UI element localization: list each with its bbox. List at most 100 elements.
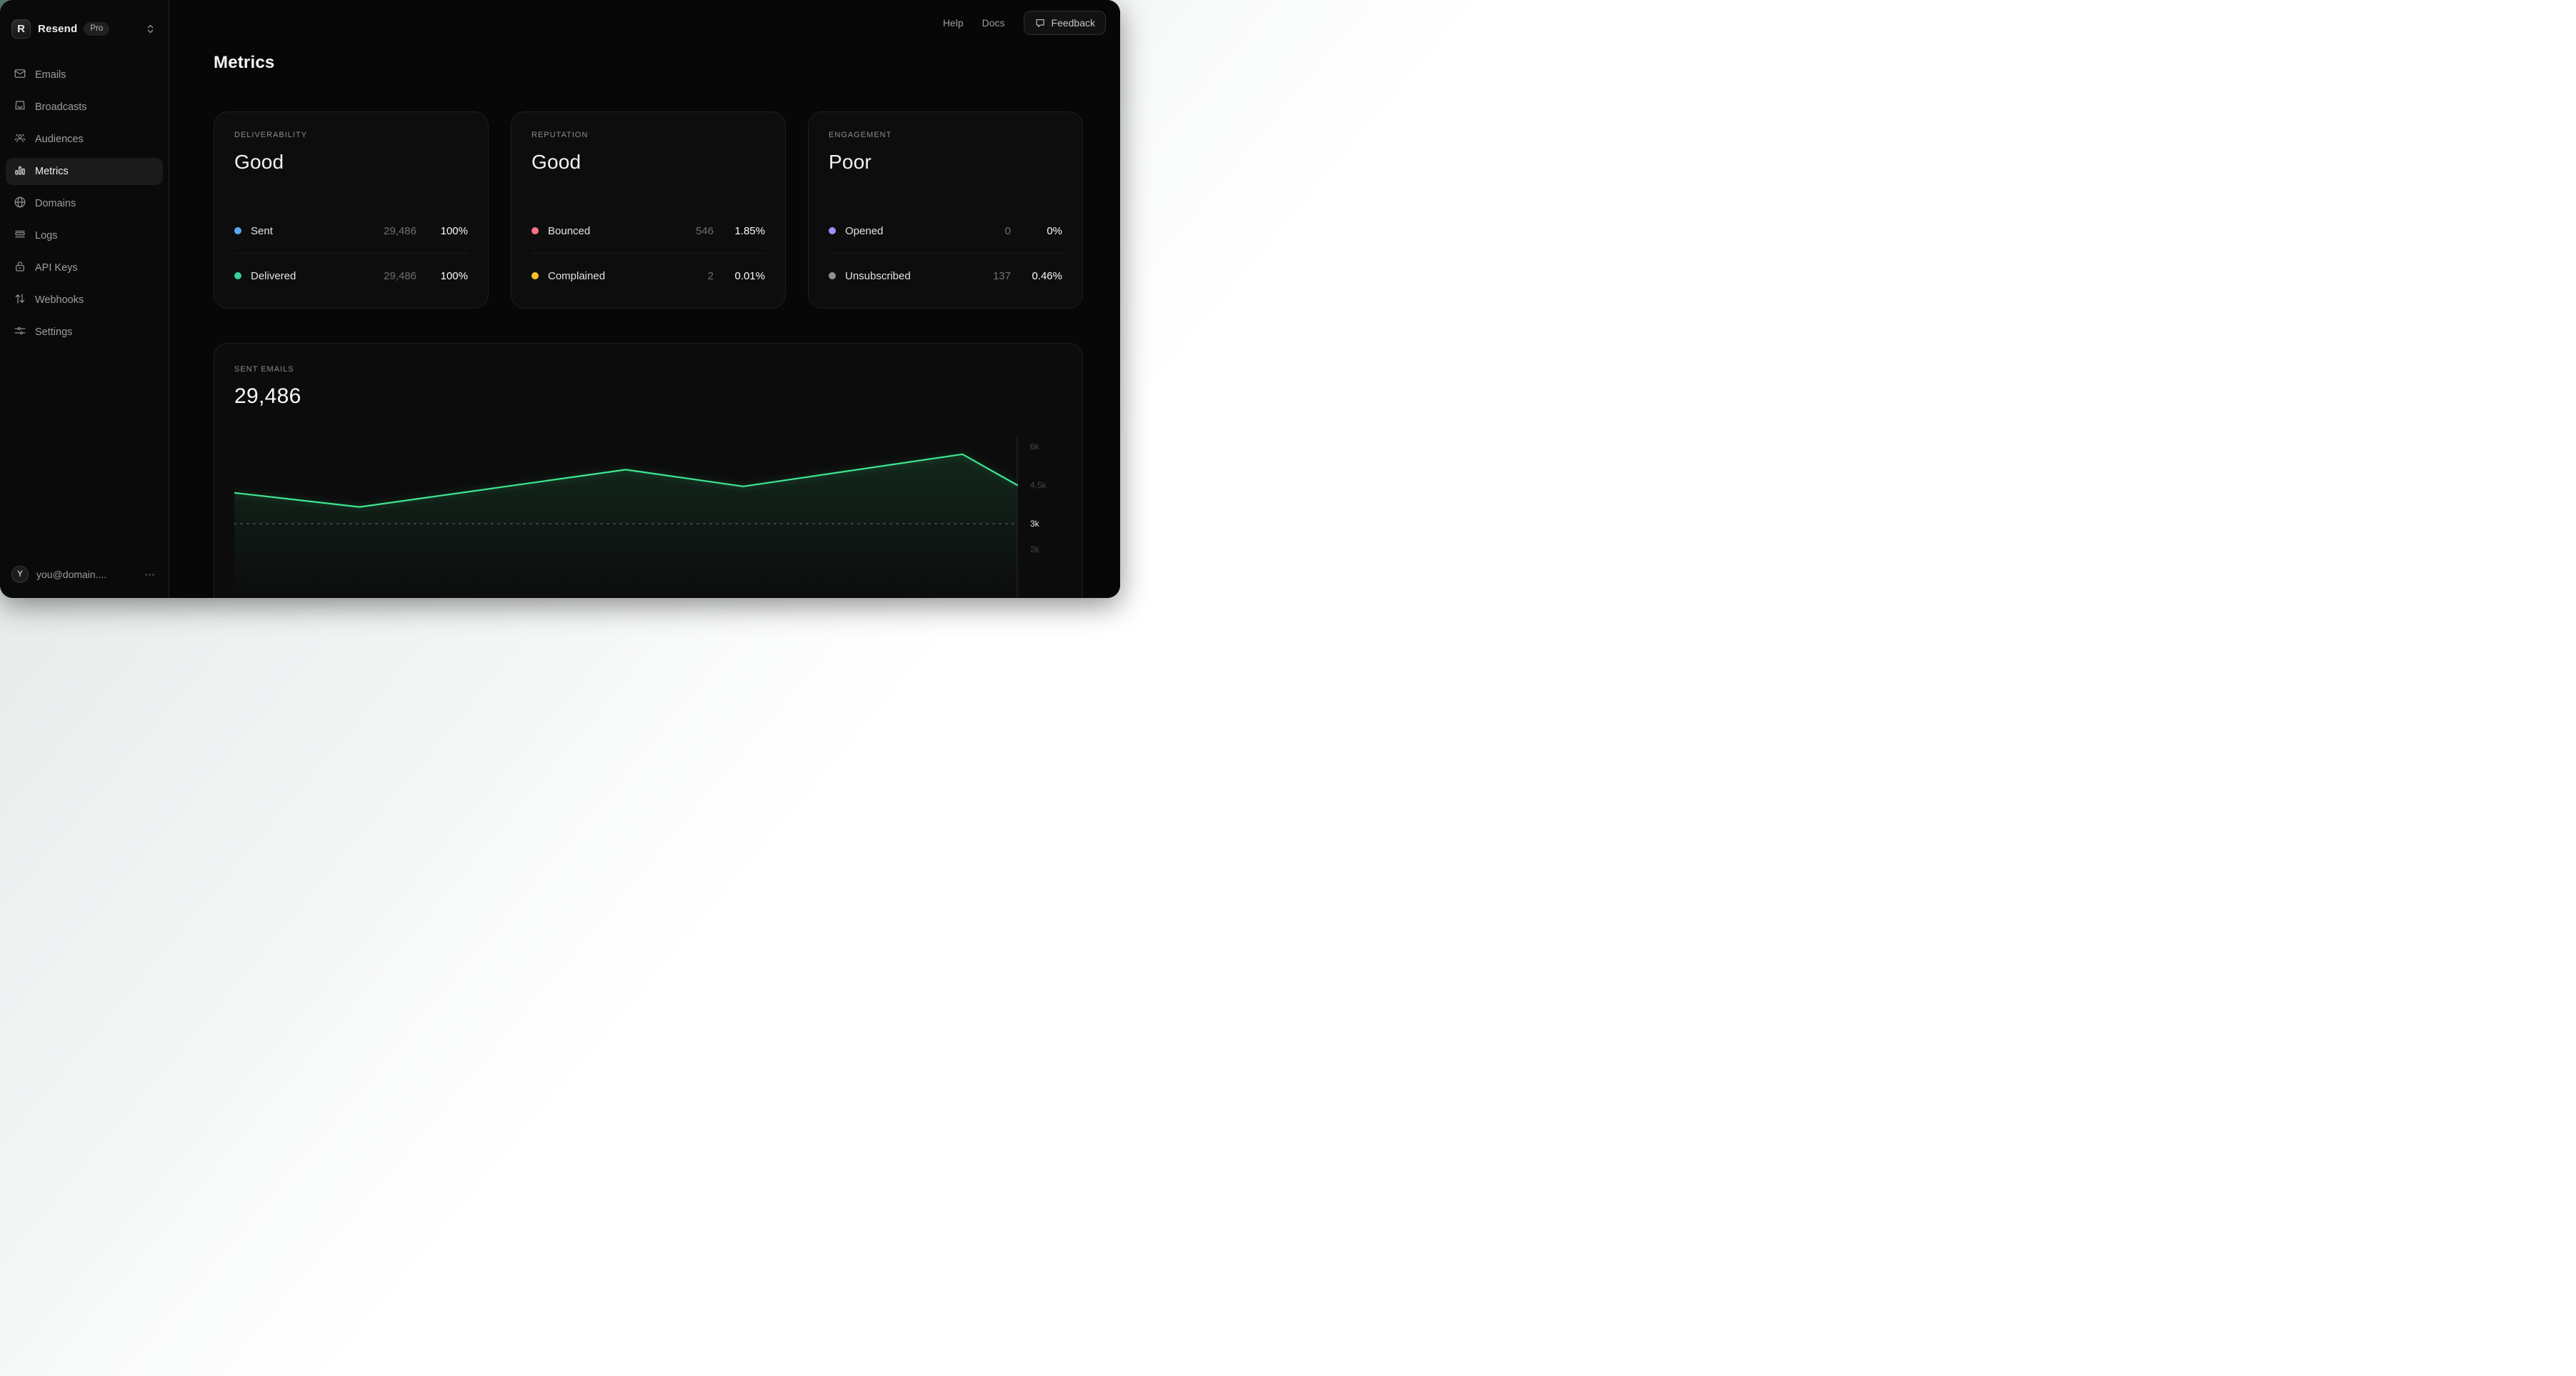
stat-label: Complained: [548, 269, 606, 282]
sidebar-item-api-keys[interactable]: API Keys: [6, 254, 163, 281]
y-axis-tick: 4,5k: [1030, 480, 1047, 490]
legend-dot: [234, 272, 241, 279]
page-title: Metrics: [214, 53, 275, 72]
stat-percentage: 100%: [440, 269, 468, 282]
sidebar-item-logs[interactable]: Logs: [6, 222, 163, 249]
chart-y-axis: 6k 4,5k 3k 2k: [1030, 433, 1080, 598]
deliverability-card: DELIVERABILITY Good Sent 29,486 100% Del…: [214, 111, 489, 309]
sidebar: R Resend Pro Emails Broadcasts Audiences: [0, 0, 169, 598]
stat-percentage: 1.85%: [734, 224, 765, 237]
engagement-card: ENGAGEMENT Poor Opened 0 0% Unsubscribed…: [808, 111, 1083, 309]
stat-row-bounced: Bounced 546 1.85%: [511, 209, 785, 253]
sidebar-item-label: Emails: [35, 69, 66, 81]
stat-label: Opened: [845, 224, 884, 237]
stat-count: 0: [1004, 224, 1011, 237]
sidebar-item-label: Logs: [35, 230, 58, 241]
divider: [531, 253, 765, 254]
feedback-button[interactable]: Feedback: [1023, 11, 1106, 35]
stat-percentage: 0.46%: [1032, 269, 1062, 282]
user-email: you@domain....: [36, 569, 107, 580]
workspace-switcher[interactable]: R Resend Pro: [11, 11, 160, 46]
sidebar-item-audiences[interactable]: Audiences: [6, 126, 163, 153]
sidebar-item-emails[interactable]: Emails: [6, 61, 163, 89]
app-window: R Resend Pro Emails Broadcasts Audiences: [0, 0, 1120, 598]
sent-emails-total: 29,486: [234, 384, 301, 408]
sidebar-item-label: API Keys: [35, 262, 78, 274]
stat-label: Delivered: [251, 269, 296, 282]
avatar: Y: [11, 566, 29, 583]
sidebar-item-domains[interactable]: Domains: [6, 190, 163, 217]
y-axis-tick: 6k: [1030, 442, 1039, 452]
sidebar-item-label: Broadcasts: [35, 101, 87, 113]
arrows-up-down-icon: [14, 292, 26, 308]
stat-count: 137: [992, 269, 1011, 282]
card-rows: Opened 0 0% Unsubscribed 137 0.46%: [809, 209, 1082, 298]
rows-icon: [14, 228, 26, 244]
reputation-card: REPUTATION Good Bounced 546 1.85% Compla…: [511, 111, 786, 309]
envelope-icon: [14, 67, 26, 83]
sent-emails-card: SENT EMAILS 29,486 6k 4,5k 3k 2k: [214, 343, 1083, 598]
divider: [234, 253, 468, 254]
feedback-label: Feedback: [1051, 17, 1095, 29]
legend-dot: [829, 272, 836, 279]
sidebar-item-broadcasts[interactable]: Broadcasts: [6, 94, 163, 121]
stat-label: Unsubscribed: [845, 269, 911, 282]
card-status: Good: [531, 151, 581, 173]
sidebar-item-metrics[interactable]: Metrics: [6, 158, 163, 185]
inbox-icon: [14, 99, 26, 115]
sidebar-item-label: Webhooks: [35, 294, 84, 306]
plan-badge: Pro: [84, 21, 110, 36]
stat-percentage: 0%: [1047, 224, 1062, 237]
ellipsis-menu-icon[interactable]: ⋯: [144, 569, 156, 581]
legend-dot: [234, 227, 241, 234]
stat-count: 2: [707, 269, 714, 282]
stat-row-opened: Opened 0 0%: [809, 209, 1082, 253]
legend-dot: [829, 227, 836, 234]
stat-label: Sent: [251, 224, 273, 237]
card-rows: Bounced 546 1.85% Complained 2 0.01%: [511, 209, 785, 298]
docs-link[interactable]: Docs: [982, 17, 1005, 29]
y-axis-tick: 3k: [1030, 519, 1039, 529]
globe-icon: [14, 196, 26, 211]
sidebar-item-label: Domains: [35, 198, 76, 209]
sidebar-item-label: Metrics: [35, 166, 69, 177]
stat-row-delivered: Delivered 29,486 100%: [214, 254, 488, 298]
account-menu[interactable]: Y you@domain.... ⋯: [0, 557, 169, 598]
lock-icon: [14, 260, 26, 276]
metric-cards-row: DELIVERABILITY Good Sent 29,486 100% Del…: [214, 111, 1083, 309]
chart-card-label: SENT EMAILS: [234, 365, 294, 374]
card-label: ENGAGEMENT: [829, 131, 892, 139]
sidebar-item-webhooks[interactable]: Webhooks: [6, 286, 163, 314]
card-rows: Sent 29,486 100% Delivered 29,486 100%: [214, 209, 488, 298]
chevron-up-down-icon[interactable]: [145, 24, 156, 34]
bar-chart-icon: [14, 164, 26, 179]
card-status: Poor: [829, 151, 872, 173]
legend-dot: [531, 272, 539, 279]
help-link[interactable]: Help: [942, 17, 964, 29]
resend-logo: R: [11, 19, 31, 39]
sidebar-item-label: Audiences: [35, 134, 84, 145]
stat-row-complained: Complained 2 0.01%: [511, 254, 785, 298]
sliders-icon: [14, 324, 26, 340]
speech-bubble-icon: [1034, 18, 1045, 29]
users-icon: [14, 131, 26, 147]
stat-percentage: 0.01%: [734, 269, 765, 282]
sent-emails-chart[interactable]: [234, 433, 1018, 598]
card-status: Good: [234, 151, 284, 173]
sidebar-item-settings[interactable]: Settings: [6, 319, 163, 346]
divider: [829, 253, 1062, 254]
stat-count: 29,486: [384, 224, 416, 237]
brand-name: Resend: [38, 22, 78, 35]
y-axis-tick: 2k: [1030, 544, 1039, 554]
stat-count: 546: [695, 224, 714, 237]
main-content: Help Docs Feedback Metrics DELIVERABILIT…: [169, 0, 1120, 598]
topbar: Help Docs Feedback: [943, 11, 1106, 35]
stat-row-sent: Sent 29,486 100%: [214, 209, 488, 253]
sidebar-item-label: Settings: [35, 326, 73, 338]
card-label: DELIVERABILITY: [234, 131, 308, 139]
chart-header: SENT EMAILS 29,486: [214, 344, 1082, 409]
sidebar-nav: Emails Broadcasts Audiences Metrics Doma…: [0, 61, 169, 346]
card-label: REPUTATION: [531, 131, 589, 139]
stat-count: 29,486: [384, 269, 416, 282]
stat-percentage: 100%: [440, 224, 468, 237]
